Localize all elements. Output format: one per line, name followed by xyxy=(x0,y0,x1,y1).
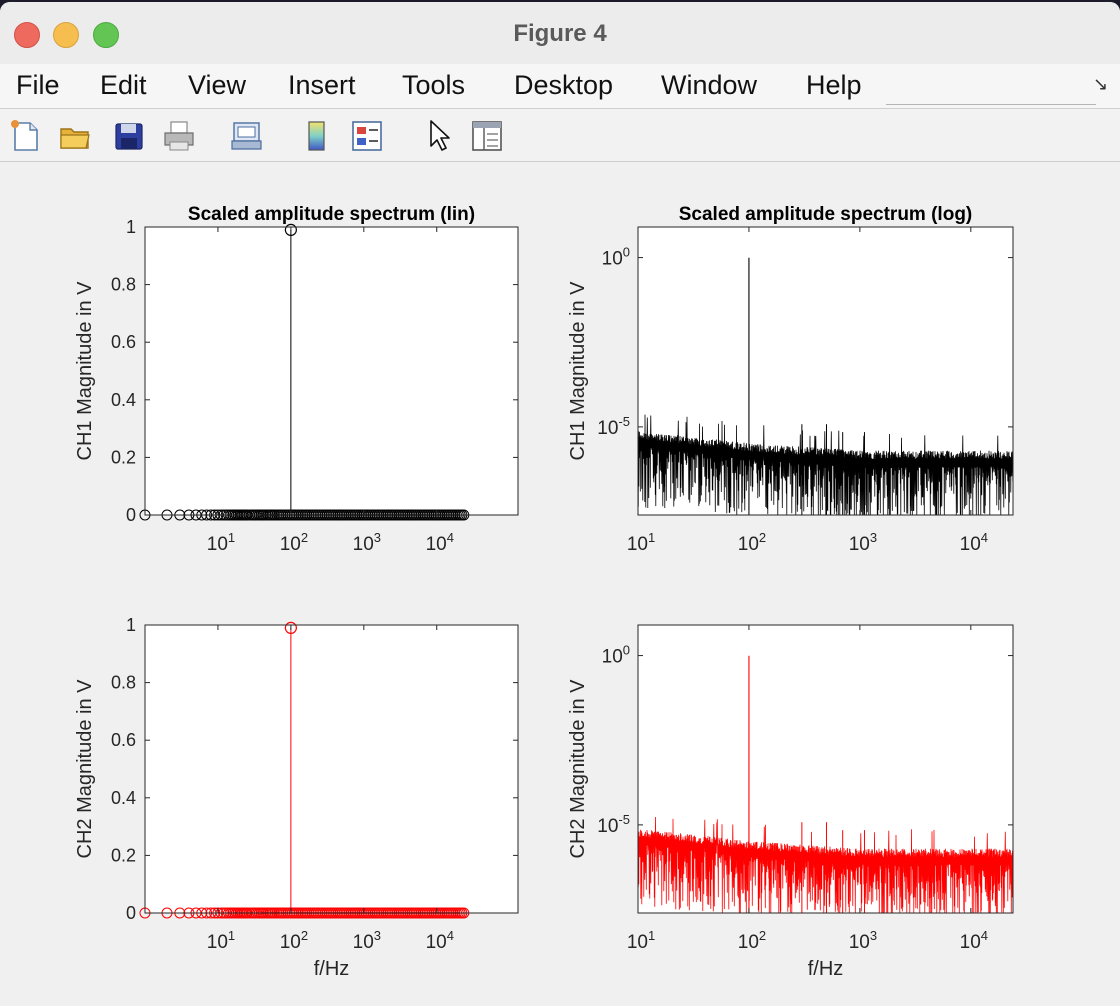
title-bar: Figure 4 xyxy=(0,2,1120,65)
dock-figure-icon[interactable]: ↘ xyxy=(1093,74,1109,94)
menu-desktop[interactable]: Desktop xyxy=(514,70,614,100)
x-tick-label: 103 xyxy=(849,928,877,953)
menu-tools[interactable]: Tools xyxy=(402,70,466,100)
axes-frame xyxy=(637,624,1014,914)
peak-marker xyxy=(284,621,297,634)
print-preview-icon[interactable] xyxy=(230,119,264,153)
y-tick-label: 0 xyxy=(126,505,136,525)
x-tick-label: 101 xyxy=(207,530,235,555)
x-tick-label: 102 xyxy=(280,928,308,953)
x-tick-label: 101 xyxy=(207,928,235,953)
x-tick-label: 101 xyxy=(627,530,655,555)
y-tick-label: 0.2 xyxy=(111,845,136,865)
x-tick-label: 104 xyxy=(960,928,988,953)
chart-title: Scaled amplitude spectrum (lin) xyxy=(188,204,475,225)
y-tick-label: 0 xyxy=(126,903,136,923)
menu-edit[interactable]: Edit xyxy=(100,70,147,100)
property-inspector-icon[interactable] xyxy=(470,119,504,153)
y-tick-label: 1 xyxy=(126,217,136,237)
menu-insert[interactable]: Insert xyxy=(288,70,356,100)
minimize-window-button[interactable] xyxy=(53,22,79,48)
y-axis-label: CH1 Magnitude in V xyxy=(74,281,96,461)
x-tick-label: 103 xyxy=(353,928,381,953)
plot-2: 100 10-5 101 102 103 104 Scaled amplitude spec… xyxy=(567,204,1014,555)
y-tick-label: 0.4 xyxy=(111,788,136,808)
noise-floor-trace xyxy=(637,816,1014,914)
axes-background xyxy=(145,227,518,515)
x-axis-label: f/Hz xyxy=(808,958,844,980)
maximize-window-button[interactable] xyxy=(93,22,119,48)
open-file-icon[interactable] xyxy=(58,119,92,153)
menu-file[interactable]: File xyxy=(16,70,60,100)
y-tick-label: 0.8 xyxy=(111,275,136,295)
x-tick-label: 102 xyxy=(280,530,308,555)
x-tick-label: 102 xyxy=(738,928,766,953)
axes-frame xyxy=(144,624,519,914)
y-tick-label: 0.6 xyxy=(111,730,136,750)
plot-1: 0 0.2 0.4 0.6 0.8 1 101 102 103 104 Scaled amplitu… xyxy=(74,204,519,555)
y-tick-label: 0.4 xyxy=(111,390,136,410)
x-tick-label: 104 xyxy=(426,928,454,953)
y-tick-label: 0.8 xyxy=(111,673,136,693)
y-tick-label: 1 xyxy=(126,615,136,635)
x-tick-label: 103 xyxy=(353,530,381,555)
y-tick-label: 0.2 xyxy=(111,447,136,467)
axes-frame xyxy=(637,226,1014,516)
y-tick-label: 10-5 xyxy=(597,414,630,439)
y-axis-label: CH2 Magnitude in V xyxy=(567,679,589,859)
plot-4: 100 10-5 101 102 103 104 CH2 Magnitude in V f/H… xyxy=(567,624,1014,980)
chart-title: Scaled amplitude spectrum (log) xyxy=(679,204,973,225)
y-axis-label: CH2 Magnitude in V xyxy=(74,679,96,859)
x-tick-label: 101 xyxy=(627,928,655,953)
menu-bar: File Edit View Insert Tools Desktop Wind… xyxy=(0,64,1120,109)
x-axis-label: f/Hz xyxy=(314,958,350,980)
x-tick-label: 103 xyxy=(849,530,877,555)
menu-view[interactable]: View xyxy=(188,70,247,100)
menu-help[interactable]: Help xyxy=(806,70,862,100)
menu-window[interactable]: Window xyxy=(661,70,758,100)
axes-background xyxy=(145,625,518,913)
noise-floor-trace xyxy=(637,414,1014,516)
save-icon[interactable] xyxy=(112,119,146,153)
axes-frame xyxy=(144,226,519,516)
colorbar-icon[interactable] xyxy=(300,119,334,153)
x-tick-label: 104 xyxy=(960,530,988,555)
menu-separator xyxy=(886,104,1096,105)
y-axis-label: CH1 Magnitude in V xyxy=(567,281,589,461)
y-tick-label: 0.6 xyxy=(111,332,136,352)
window-title: Figure 4 xyxy=(513,20,607,47)
toolbar xyxy=(0,109,1120,162)
x-tick-label: 104 xyxy=(426,530,454,555)
peak-marker xyxy=(284,223,297,236)
plot-marks xyxy=(637,655,1014,914)
y-tick-label: 100 xyxy=(602,643,630,668)
close-window-button[interactable] xyxy=(14,22,40,48)
plot-marks xyxy=(637,257,1014,516)
legend-icon[interactable] xyxy=(350,119,384,153)
plot-3: 0 0.2 0.4 0.6 0.8 1 101 102 103 104 CH2 Magnitude … xyxy=(74,615,519,980)
x-tick-label: 102 xyxy=(738,530,766,555)
new-figure-icon[interactable] xyxy=(8,119,42,153)
y-tick-label: 100 xyxy=(602,245,630,270)
print-icon[interactable] xyxy=(162,119,196,153)
y-tick-label: 10-5 xyxy=(597,812,630,837)
pointer-icon[interactable] xyxy=(424,119,458,153)
